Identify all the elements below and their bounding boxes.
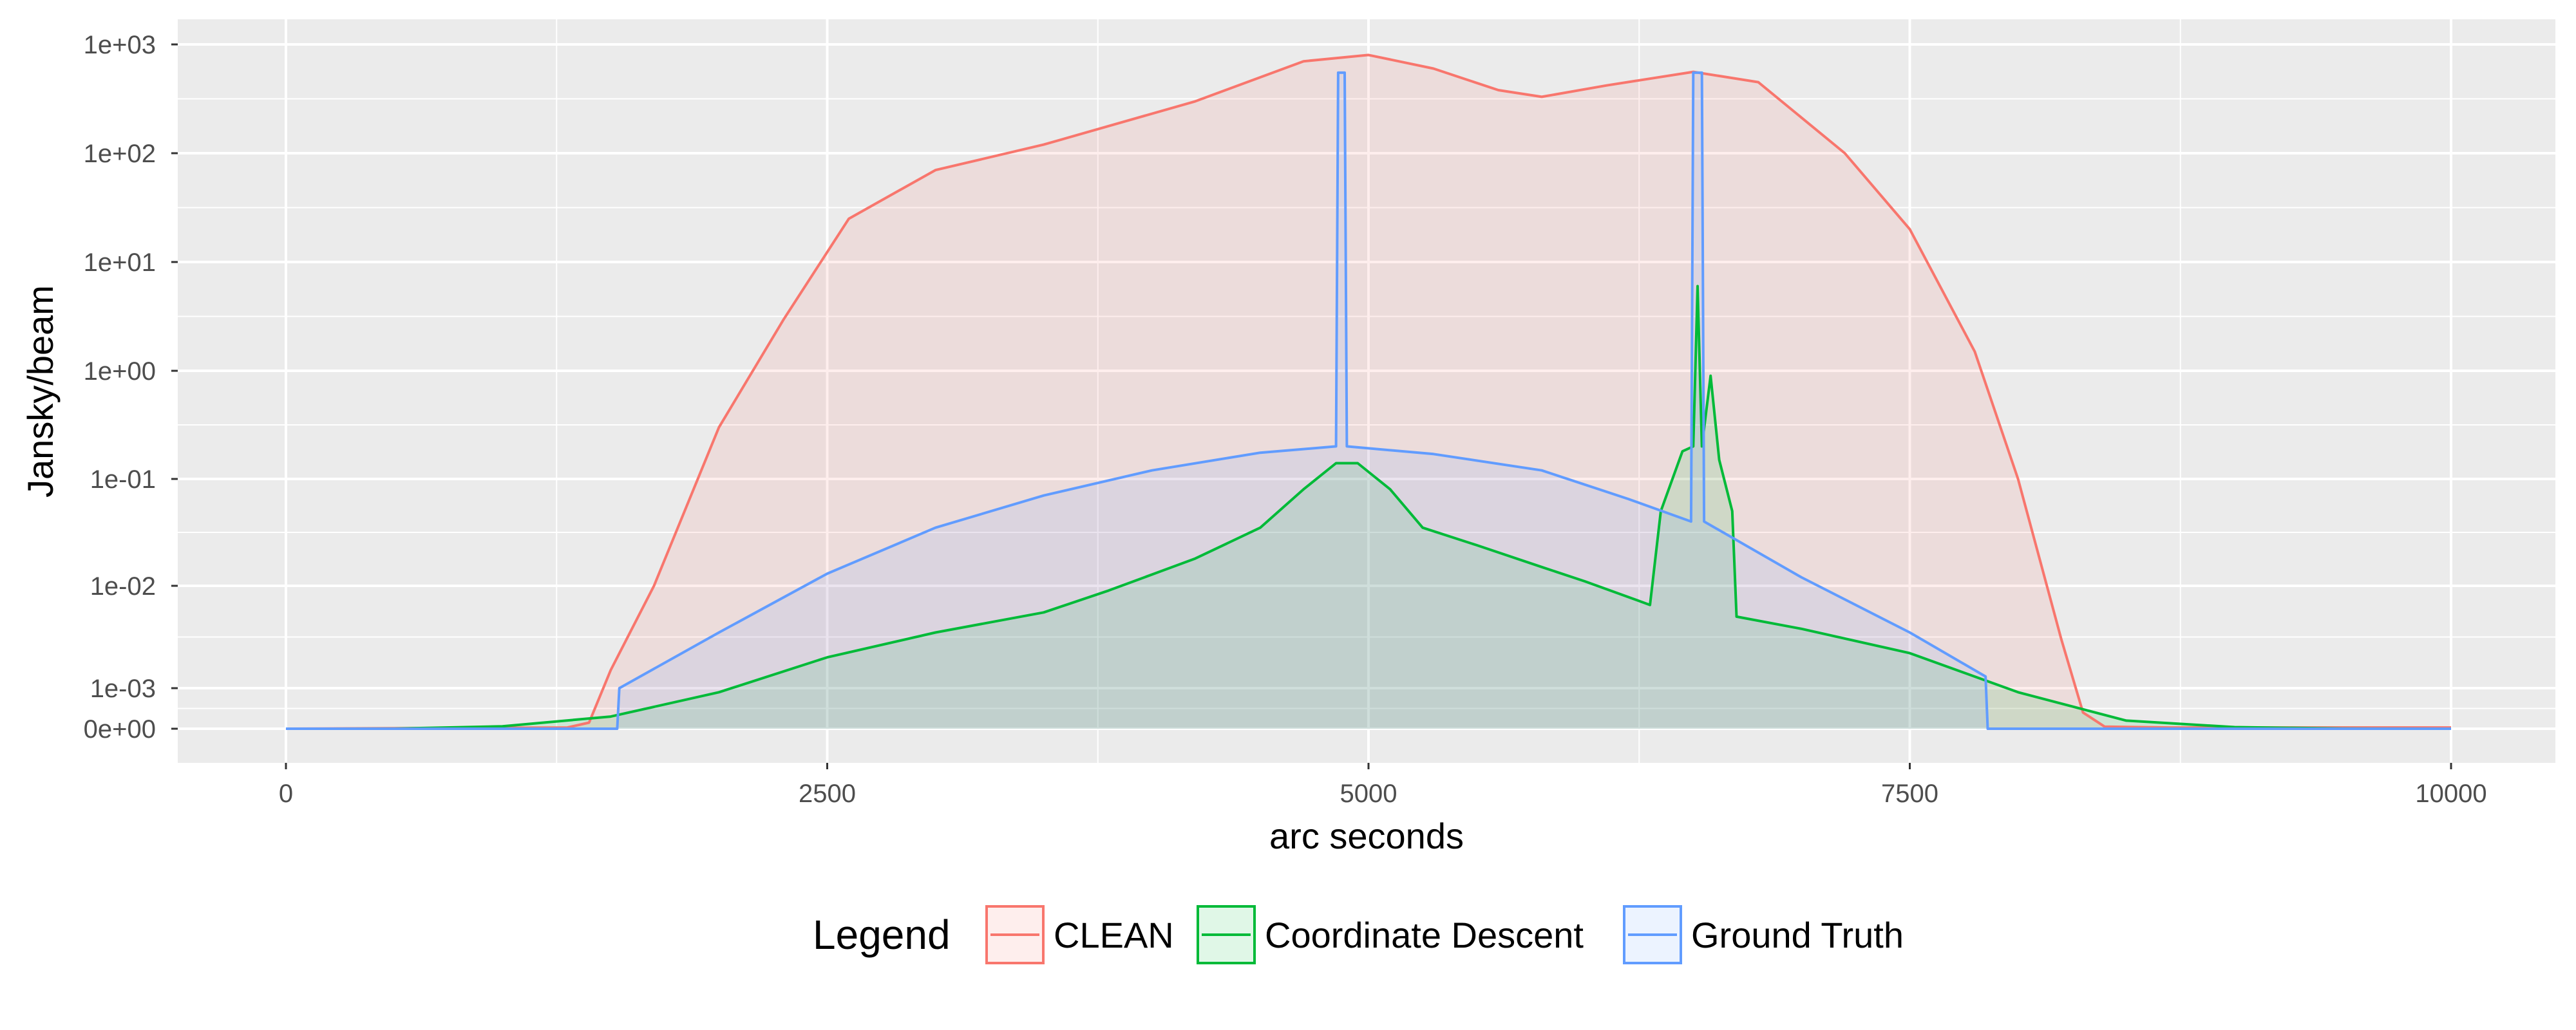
- y-axis-title: Jansky/beam: [20, 285, 61, 498]
- y-tick-label: 1e+03: [84, 31, 156, 59]
- series-lines: [285, 53, 2452, 730]
- y-tick-label: 0e+00: [84, 715, 156, 744]
- legend-label: CLEAN: [1054, 915, 1174, 955]
- x-tick-label: 5000: [1340, 780, 1397, 808]
- series-area-1: [286, 286, 2451, 729]
- series-line-1: [285, 285, 2452, 730]
- x-tick-label: 10000: [2415, 780, 2486, 808]
- panel-background: [178, 19, 2555, 763]
- y-tick-label: 1e+00: [84, 357, 156, 386]
- legend-label: Coordinate Descent: [1265, 915, 1584, 955]
- y-tick-label: 1e-03: [90, 675, 156, 703]
- x-axis-ticks: 0 2500 5000 7500 10000: [279, 763, 2487, 808]
- series-line-0: [285, 53, 2451, 730]
- series-area-2: [286, 72, 2451, 729]
- x-tick-label: 0: [279, 780, 293, 808]
- legend-title: Legend: [813, 912, 951, 958]
- y-tick-label: 1e+01: [84, 248, 156, 277]
- y-tick-label: 1e-01: [90, 465, 156, 494]
- grid-lines: [178, 19, 2555, 763]
- y-axis-ticks: 0e+00 1e-03 1e-02 1e-01 1e+00 1e+01 1e+02 1e+03: [84, 31, 178, 744]
- x-axis-title: arc seconds: [1269, 816, 1464, 856]
- series-line-2: [286, 71, 2451, 730]
- x-tick-label: 2500: [799, 780, 856, 808]
- series-areas: [286, 55, 2451, 729]
- x-tick-label: 7500: [1881, 780, 1938, 808]
- series-area-0: [286, 55, 2451, 729]
- y-tick-label: 1e-02: [90, 572, 156, 601]
- legend-label: Ground Truth: [1691, 915, 1904, 955]
- y-tick-label: 1e+02: [84, 140, 156, 168]
- legend: Legend CLEAN Coordinate Descent Ground Tru…: [813, 905, 1904, 964]
